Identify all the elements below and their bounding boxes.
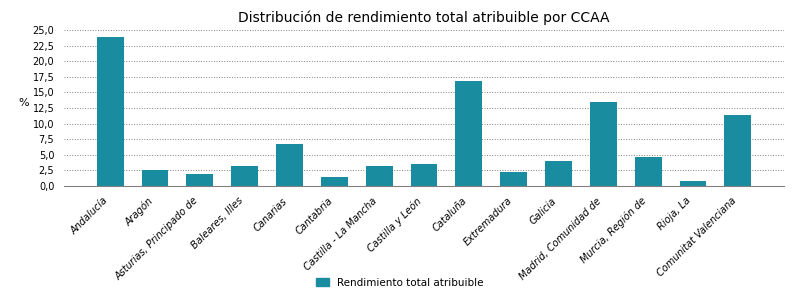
Bar [142, 170, 169, 186]
Bar [724, 115, 751, 186]
Bar [186, 174, 214, 186]
Bar [679, 181, 706, 186]
Bar [231, 166, 258, 186]
Bar [410, 164, 438, 186]
Bar [455, 81, 482, 186]
Legend: Rendimiento total atribuible: Rendimiento total atribuible [312, 274, 488, 292]
Bar [545, 161, 572, 186]
Bar [634, 157, 662, 186]
Bar [590, 102, 617, 186]
Bar [500, 172, 527, 186]
Title: Distribución de rendimiento total atribuible por CCAA: Distribución de rendimiento total atribu… [238, 10, 610, 25]
Bar [321, 177, 348, 186]
Bar [366, 166, 393, 186]
Bar [276, 144, 303, 186]
Bar [97, 38, 124, 186]
Y-axis label: %: % [18, 98, 30, 108]
